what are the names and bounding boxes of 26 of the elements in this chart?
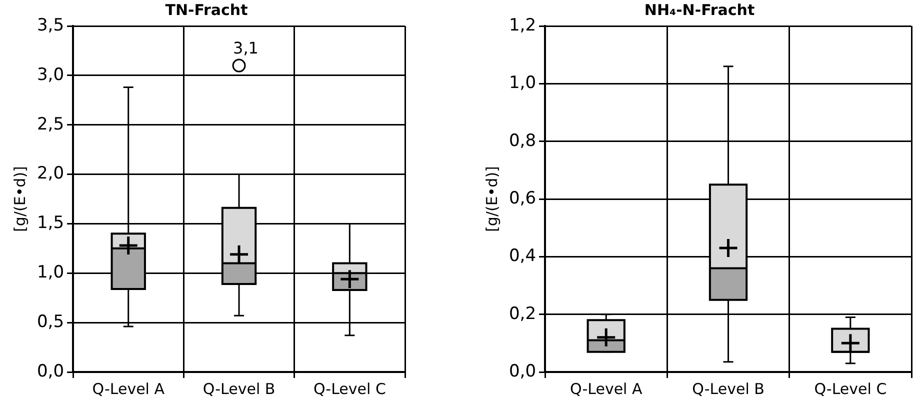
y-tick-label: 3,0 — [36, 64, 64, 85]
x-tick-label: Q-Level B — [202, 380, 276, 398]
y-axis-title: [g/(E•d)] — [482, 166, 501, 232]
x-tick-label: Q-Level A — [92, 380, 166, 398]
chart-title: TN-Fracht — [165, 0, 248, 19]
y-tick-label: 1,2 — [508, 15, 536, 36]
x-tick-label: Q-Level C — [814, 380, 887, 398]
y-tick-label: 1,0 — [36, 262, 64, 283]
annotation: 3,1 — [233, 38, 258, 58]
y-tick-label: 0,4 — [508, 246, 536, 266]
y-tick-label: 0,6 — [508, 188, 536, 208]
y-tick-label: 2,5 — [36, 114, 64, 134]
y-tick-label: 1,0 — [508, 73, 536, 94]
y-tick-label: 0,8 — [508, 130, 536, 151]
y-tick-label: 0,5 — [36, 312, 64, 332]
chart-title: NH₄-N-Fracht — [644, 0, 755, 19]
x-tick-label: Q-Level A — [570, 380, 643, 398]
y-tick-label: 2,0 — [36, 164, 64, 184]
y-tick-label: 0,2 — [508, 304, 536, 324]
y-tick-label: 0,0 — [36, 361, 64, 382]
y-tick-label: 0,0 — [508, 361, 536, 382]
y-axis-title: [g/(E•d)] — [10, 166, 29, 232]
x-tick-label: Q-Level C — [313, 380, 386, 398]
x-tick-label: Q-Level B — [692, 380, 764, 398]
y-tick-label: 1,5 — [36, 213, 64, 234]
y-tick-label: 3,5 — [36, 15, 64, 36]
